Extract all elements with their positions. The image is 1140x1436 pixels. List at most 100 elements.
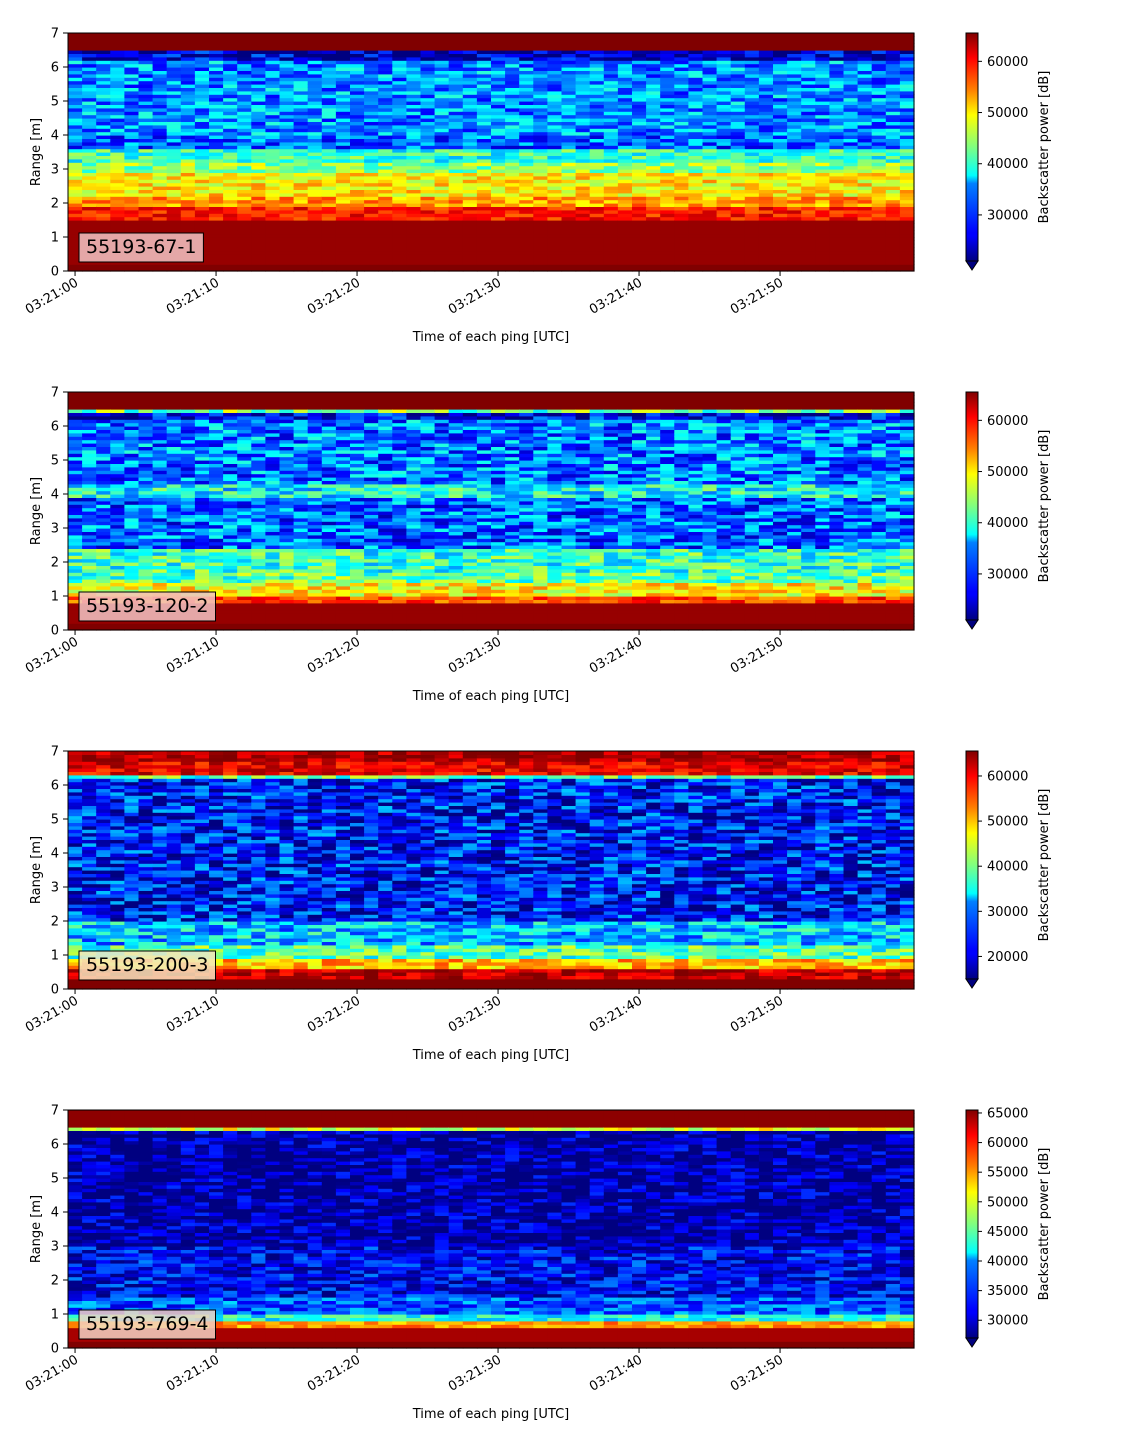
heatmap-cell [124,39,140,44]
heatmap-cell [885,114,901,119]
heatmap-cell [603,84,619,88]
heatmap-cell [350,216,365,221]
heatmap-cell [209,124,224,129]
heatmap-cell [364,203,379,207]
heatmap-cell [265,260,281,265]
heatmap-cell [209,67,224,71]
heatmap-cell [462,131,478,136]
heatmap-cell [110,111,125,116]
heatmap-cell [660,247,675,252]
heatmap-cell [180,585,196,590]
heatmap-cell [603,77,619,82]
heatmap-cell [82,477,97,481]
heatmap-cell [152,426,168,430]
heatmap-cell [194,50,210,54]
heatmap-cell [209,175,224,180]
heatmap-cell [110,562,125,566]
heatmap-cell [801,165,816,170]
heatmap-cell [505,213,520,218]
heatmap-cell [335,131,351,136]
heatmap-cell [617,182,633,187]
heatmap-cell [434,50,450,54]
heatmap-cell [885,175,901,180]
heatmap-cell [110,203,125,207]
heatmap-cell [378,101,393,105]
heatmap-cell [773,63,788,68]
heatmap-cell [378,267,393,272]
heatmap-cell [589,240,605,245]
heatmap-cell [702,209,718,214]
heatmap-cell [265,162,281,167]
heatmap-cell [166,145,182,150]
heatmap-cell [575,162,591,167]
heatmap-cell [96,220,111,224]
heatmap-cell [730,165,746,170]
heatmap-cell [434,124,450,129]
heatmap-cell [758,36,774,41]
heatmap-cell [96,135,111,139]
heatmap-cell [406,53,422,58]
heatmap-cell [96,60,111,65]
heatmap-cell [96,541,111,546]
heatmap-cell [152,121,168,126]
heatmap-cell [96,534,111,539]
heatmap-cell [575,80,591,85]
heatmap-cell [815,260,830,265]
heatmap-cell [209,118,224,122]
heatmap-cell [716,33,732,37]
heatmap-cell [646,199,661,204]
heatmap-cell [646,94,661,99]
heatmap-cell [251,121,266,126]
heatmap-cell [716,247,732,252]
heatmap-cell [519,206,534,211]
heatmap-cell [589,94,605,99]
heatmap-cell [237,189,252,194]
heatmap-cell [209,500,224,505]
heatmap-cell [293,33,309,37]
heatmap-cell [632,104,647,109]
heatmap-cell [744,73,760,78]
heatmap-cell [152,63,168,68]
heatmap-cell [96,50,111,54]
heatmap-cell [378,121,393,126]
heatmap-cell [603,189,619,194]
heatmap-cell [124,111,140,116]
heatmap-cell [589,237,605,241]
heatmap-cell [335,179,351,184]
heatmap-cell [730,192,746,197]
heatmap-cell [801,141,816,146]
heatmap-cell [462,220,478,224]
heatmap-cell [688,223,704,228]
heatmap-cell [787,138,802,143]
heatmap-cell [138,53,154,58]
heatmap-cell [843,141,859,146]
heatmap-cell [420,80,436,85]
heatmap-cell [476,264,492,269]
heatmap-cell [773,80,788,85]
heatmap-cell [265,80,281,85]
heatmap-cell [801,121,816,126]
heatmap-cell [293,94,309,99]
heatmap-cell [787,56,802,61]
heatmap-cell [279,209,295,214]
y-tick-label: 3 [51,163,59,178]
heatmap-cell [773,33,788,37]
heatmap-cell [166,477,182,481]
heatmap-cell [265,233,281,238]
heatmap-cell [575,165,591,170]
heatmap-cell [688,220,704,224]
heatmap-cell [603,36,619,41]
heatmap-cell [773,216,788,221]
heatmap-cell [561,230,577,235]
heatmap-cell [787,196,802,201]
heatmap-cell [180,209,196,214]
heatmap-cell [68,63,83,68]
heatmap-cell [702,186,718,190]
heatmap-cell [96,128,111,133]
heatmap-cell [166,138,182,143]
heatmap-cell [209,192,224,197]
heatmap-cell [674,189,689,194]
heatmap-cell [293,77,309,82]
heatmap-cell [209,565,224,570]
heatmap-cell [787,77,802,82]
